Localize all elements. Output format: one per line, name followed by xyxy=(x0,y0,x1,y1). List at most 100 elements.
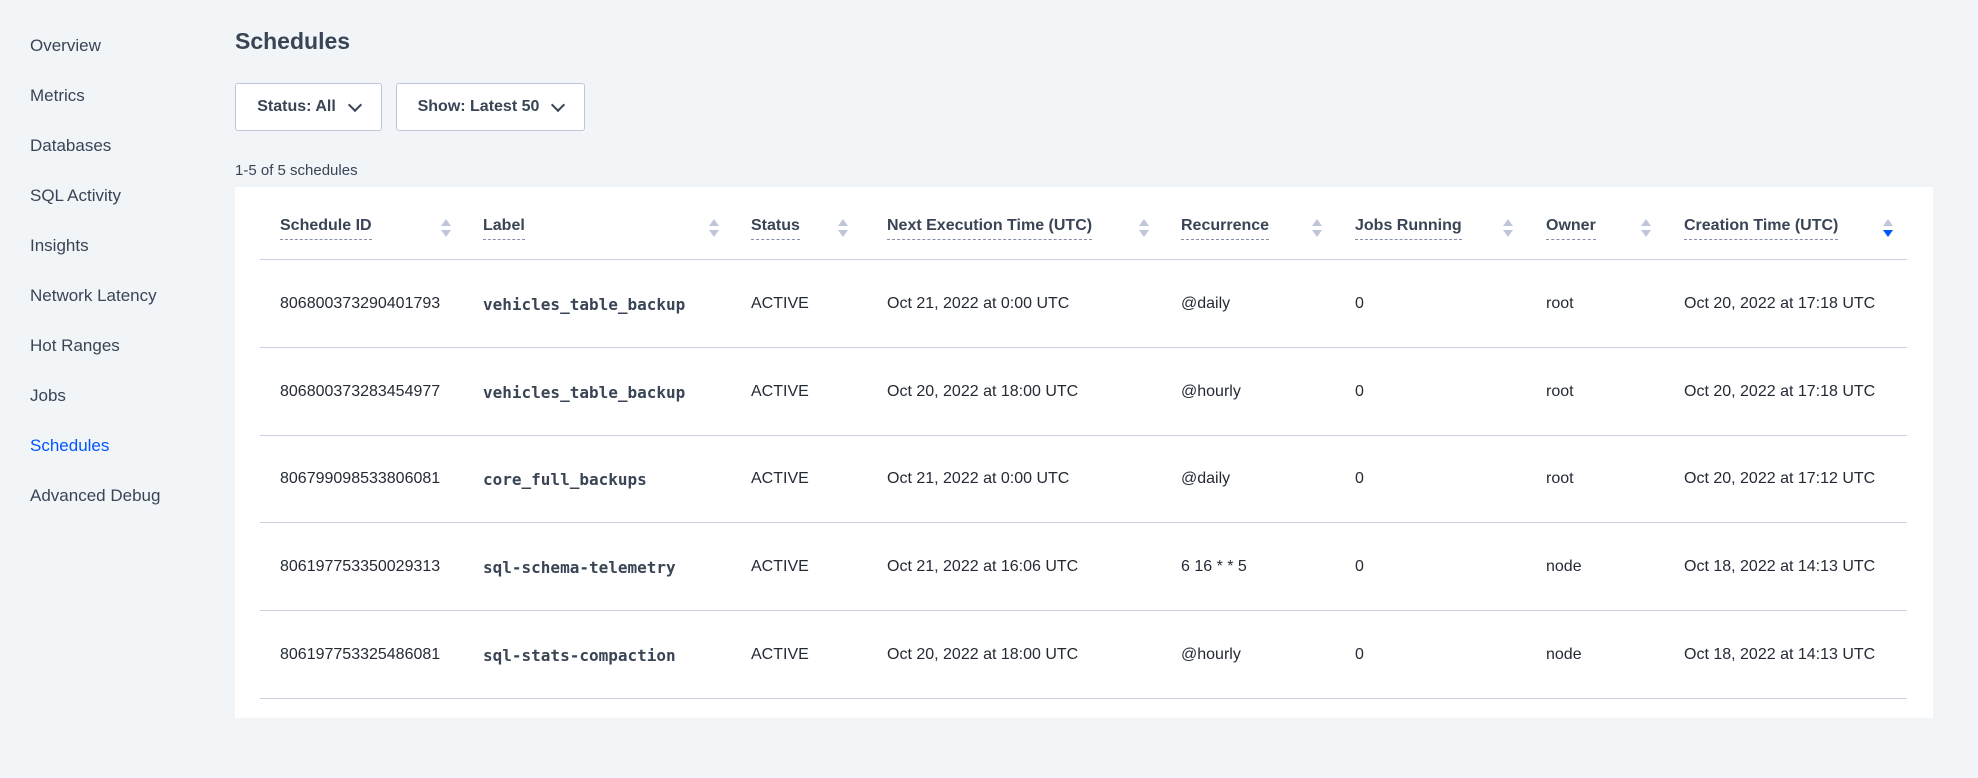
schedule-label[interactable]: vehicles_table_backup xyxy=(483,295,686,314)
jobs-running: 0 xyxy=(1355,382,1364,400)
schedules-table: Schedule ID Label Status Next Execution Tim… xyxy=(235,187,1933,718)
sidebar-item-databases[interactable]: Databases xyxy=(30,136,112,155)
schedule-label[interactable]: core_full_backups xyxy=(483,470,647,490)
schedule-label[interactable]: sql-schema-telemetry xyxy=(483,558,676,578)
sidebar-item-sql-activity[interactable]: SQL Activity xyxy=(30,186,122,205)
column-header[interactable]: Jobs Running xyxy=(1355,217,1462,240)
column-header[interactable]: Label xyxy=(483,217,525,240)
sidebar-item-metrics[interactable]: Metrics xyxy=(30,86,85,105)
sort-ascending-icon xyxy=(1883,219,1893,226)
sort-icon[interactable] xyxy=(709,219,719,239)
schedule-id: 806800373283454977 xyxy=(280,382,441,400)
page-title: Schedules xyxy=(235,28,351,54)
sort-descending-icon xyxy=(1641,230,1651,237)
status: ACTIVE xyxy=(751,295,809,312)
sort-descending-icon xyxy=(1883,230,1893,237)
table-row: 806197753325486081 sql-stats-compaction AC… xyxy=(235,611,1933,699)
show-filter-dropdown[interactable]: Show: Latest 50 xyxy=(396,83,585,131)
sidebar-item-overview[interactable]: Overview xyxy=(30,36,101,55)
recurrence: @daily xyxy=(1181,470,1231,488)
table-row: 806800373290401793 vehicles_table_backup A… xyxy=(235,260,1933,348)
status: ACTIVE xyxy=(751,645,809,663)
recurrence: @hourly xyxy=(1181,645,1241,663)
status: ACTIVE xyxy=(751,382,809,400)
sidebar-item-advanced-debug[interactable]: Advanced Debug xyxy=(30,486,161,505)
sort-icon[interactable] xyxy=(838,219,848,239)
sort-icon[interactable] xyxy=(1641,219,1651,239)
sort-descending-icon xyxy=(838,230,848,237)
next-execution-time: Oct 21, 2022 at 0:00 UTC xyxy=(887,470,1070,488)
show-filter-label: Show: Latest 50 xyxy=(417,98,540,115)
creation-time: Oct 18, 2022 at 14:13 UTC xyxy=(1684,645,1876,663)
sidebar-item-insights[interactable]: Insights xyxy=(30,236,89,255)
sort-ascending-icon xyxy=(441,219,451,226)
sidebar-item-jobs[interactable]: Jobs xyxy=(30,386,66,405)
sort-ascending-icon xyxy=(1503,219,1513,226)
sort-descending-icon xyxy=(1312,230,1322,237)
sort-icon[interactable] xyxy=(1503,219,1513,239)
sort-descending-icon xyxy=(1139,230,1149,237)
sort-ascending-icon xyxy=(709,219,719,226)
sort-icon[interactable] xyxy=(1883,219,1893,239)
sidebar-item-hot-ranges[interactable]: Hot Ranges xyxy=(30,336,120,355)
sort-descending-icon xyxy=(441,230,451,237)
schedule-id: 806799098533806081 xyxy=(280,470,441,488)
sort-ascending-icon xyxy=(1139,219,1149,226)
sort-ascending-icon xyxy=(1641,219,1651,226)
column-header[interactable]: Status xyxy=(751,217,800,240)
jobs-running: 0 xyxy=(1355,470,1364,488)
owner: node xyxy=(1546,645,1582,663)
owner: root xyxy=(1546,295,1574,312)
column-header[interactable]: Next Execution Time (UTC) xyxy=(887,217,1093,240)
sidebar-item-network-latency[interactable]: Network Latency xyxy=(30,286,157,305)
divider xyxy=(260,259,1907,260)
schedule-label[interactable]: vehicles_table_backup xyxy=(483,382,686,402)
creation-time: Oct 20, 2022 at 17:18 UTC xyxy=(1684,295,1876,312)
next-execution-time: Oct 21, 2022 at 16:06 UTC xyxy=(887,558,1079,576)
status: ACTIVE xyxy=(751,470,809,488)
results-count: 1-5 of 5 schedules xyxy=(235,162,358,179)
status-filter-label: Status: All xyxy=(257,98,336,115)
divider xyxy=(260,347,1907,348)
status: ACTIVE xyxy=(751,558,809,576)
column-header[interactable]: Schedule ID xyxy=(280,217,372,240)
recurrence: @daily xyxy=(1181,295,1231,312)
next-execution-time: Oct 20, 2022 at 18:00 UTC xyxy=(887,645,1079,663)
sidebar-item-schedules[interactable]: Schedules xyxy=(30,436,110,455)
jobs-running: 0 xyxy=(1355,295,1364,312)
creation-time: Oct 18, 2022 at 14:13 UTC xyxy=(1684,558,1876,576)
divider xyxy=(260,434,1907,436)
creation-time: Oct 20, 2022 at 17:18 UTC xyxy=(1684,382,1876,400)
status-filter-dropdown[interactable]: Status: All xyxy=(235,83,382,131)
sort-ascending-icon xyxy=(1312,219,1322,226)
divider xyxy=(260,697,1907,699)
jobs-running: 0 xyxy=(1355,645,1364,663)
sort-descending-icon xyxy=(1503,230,1513,237)
chevron-down-icon xyxy=(551,97,566,112)
jobs-running: 0 xyxy=(1355,558,1364,576)
creation-time: Oct 20, 2022 at 17:12 UTC xyxy=(1684,470,1876,488)
sort-icon[interactable] xyxy=(441,219,451,239)
divider xyxy=(260,522,1907,524)
column-header[interactable]: Creation Time (UTC) xyxy=(1684,217,1839,240)
schedule-id: 806800373290401793 xyxy=(280,295,441,312)
owner: node xyxy=(1546,558,1582,576)
table-row: 806197753350029313 sql-schema-telemetry AC… xyxy=(235,523,1933,612)
sort-icon[interactable] xyxy=(1139,219,1149,239)
owner: root xyxy=(1546,470,1574,488)
schedule-id: 806197753350029313 xyxy=(280,558,441,576)
next-execution-time: Oct 20, 2022 at 18:00 UTC xyxy=(887,382,1079,400)
divider xyxy=(260,610,1907,612)
table-row: 806800373283454977 vehicles_table_backup A… xyxy=(235,348,1933,436)
sort-icon[interactable] xyxy=(1312,219,1322,239)
sort-descending-icon xyxy=(709,230,719,237)
column-header[interactable]: Recurrence xyxy=(1181,217,1270,240)
schedule-label[interactable]: sql-stats-compaction xyxy=(483,645,676,665)
column-header[interactable]: Owner xyxy=(1546,217,1596,240)
sort-ascending-icon xyxy=(838,219,848,226)
next-execution-time: Oct 21, 2022 at 0:00 UTC xyxy=(887,295,1070,312)
schedule-id: 806197753325486081 xyxy=(280,645,441,663)
owner: root xyxy=(1546,382,1574,400)
recurrence: @hourly xyxy=(1181,382,1241,400)
recurrence: 6 16 * * 5 xyxy=(1181,558,1247,576)
